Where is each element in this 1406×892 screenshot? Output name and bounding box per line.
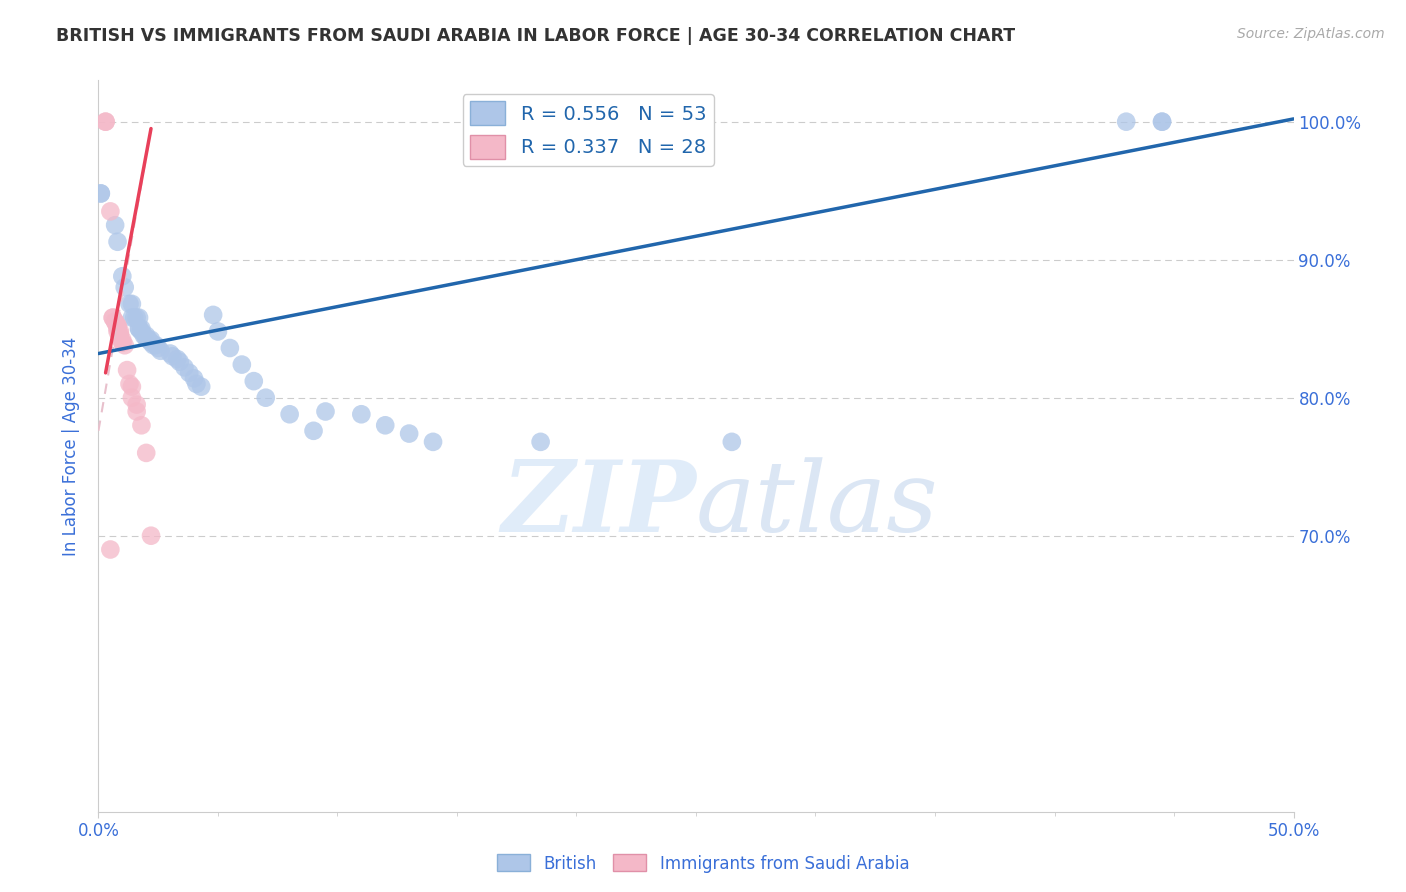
Point	[114, 338, 136, 352]
Point	[121, 379, 143, 393]
Point	[530, 434, 553, 449]
Point	[108, 327, 131, 342]
Text: Source: ZipAtlas.com: Source: ZipAtlas.com	[1237, 27, 1385, 41]
Point	[107, 325, 129, 339]
Point	[142, 338, 165, 352]
Text: atlas: atlas	[696, 457, 939, 552]
Point	[148, 341, 170, 355]
Point	[135, 328, 157, 343]
Point	[90, 186, 112, 201]
Point	[108, 325, 131, 339]
Point	[254, 391, 277, 405]
Point	[207, 325, 229, 339]
Point	[278, 407, 301, 421]
Point	[302, 424, 325, 438]
Point	[179, 366, 201, 380]
Point	[190, 379, 212, 393]
Point	[101, 310, 124, 325]
Point	[125, 310, 148, 325]
Point	[350, 407, 373, 421]
Point	[183, 371, 205, 385]
Point	[121, 391, 143, 405]
Point	[398, 426, 420, 441]
Point	[231, 358, 253, 372]
Point	[159, 346, 181, 360]
Point	[111, 335, 134, 350]
Point	[202, 308, 225, 322]
Text: BRITISH VS IMMIGRANTS FROM SAUDI ARABIA IN LABOR FORCE | AGE 30-34 CORRELATION C: BRITISH VS IMMIGRANTS FROM SAUDI ARABIA …	[56, 27, 1015, 45]
Point	[108, 330, 131, 344]
Point	[94, 114, 117, 128]
Point	[125, 398, 148, 412]
Point	[128, 310, 150, 325]
Point	[131, 325, 153, 339]
Point	[139, 529, 162, 543]
Point	[114, 280, 136, 294]
Point	[422, 434, 444, 449]
Point	[132, 328, 155, 343]
Point	[121, 297, 143, 311]
Point	[135, 331, 157, 345]
Legend: R = 0.556   N = 53, R = 0.337   N = 28: R = 0.556 N = 53, R = 0.337 N = 28	[463, 94, 714, 167]
Point	[139, 333, 162, 347]
Point	[374, 418, 396, 433]
Point	[104, 315, 127, 329]
Point	[111, 335, 134, 350]
Point	[1152, 114, 1174, 128]
Text: ZIP: ZIP	[501, 457, 696, 553]
Point	[94, 114, 117, 128]
Point	[118, 376, 141, 391]
Point	[131, 321, 153, 335]
Point	[219, 341, 242, 355]
Point	[111, 333, 134, 347]
Point	[121, 310, 143, 325]
Point	[131, 418, 153, 433]
Point	[128, 321, 150, 335]
Legend: British, Immigrants from Saudi Arabia: British, Immigrants from Saudi Arabia	[489, 847, 917, 880]
Point	[107, 321, 129, 335]
Point	[162, 349, 184, 363]
Y-axis label: In Labor Force | Age 30-34: In Labor Force | Age 30-34	[62, 336, 80, 556]
Point	[115, 363, 138, 377]
Point	[101, 310, 124, 325]
Point	[149, 343, 172, 358]
Point	[104, 218, 127, 232]
Point	[173, 360, 195, 375]
Point	[138, 333, 160, 347]
Point	[139, 335, 162, 350]
Point	[128, 321, 150, 335]
Point	[1152, 114, 1174, 128]
Point	[145, 338, 167, 352]
Point	[107, 235, 129, 249]
Point	[118, 297, 141, 311]
Point	[721, 434, 744, 449]
Point	[98, 542, 122, 557]
Point	[107, 318, 129, 333]
Point	[166, 352, 188, 367]
Point	[104, 315, 127, 329]
Point	[315, 404, 337, 418]
Point	[107, 318, 129, 333]
Point	[243, 374, 266, 388]
Point	[111, 269, 134, 284]
Point	[125, 404, 148, 418]
Point	[124, 310, 146, 325]
Point	[90, 186, 112, 201]
Point	[1115, 114, 1137, 128]
Point	[98, 204, 122, 219]
Point	[186, 376, 208, 391]
Point	[169, 355, 191, 369]
Point	[135, 446, 157, 460]
